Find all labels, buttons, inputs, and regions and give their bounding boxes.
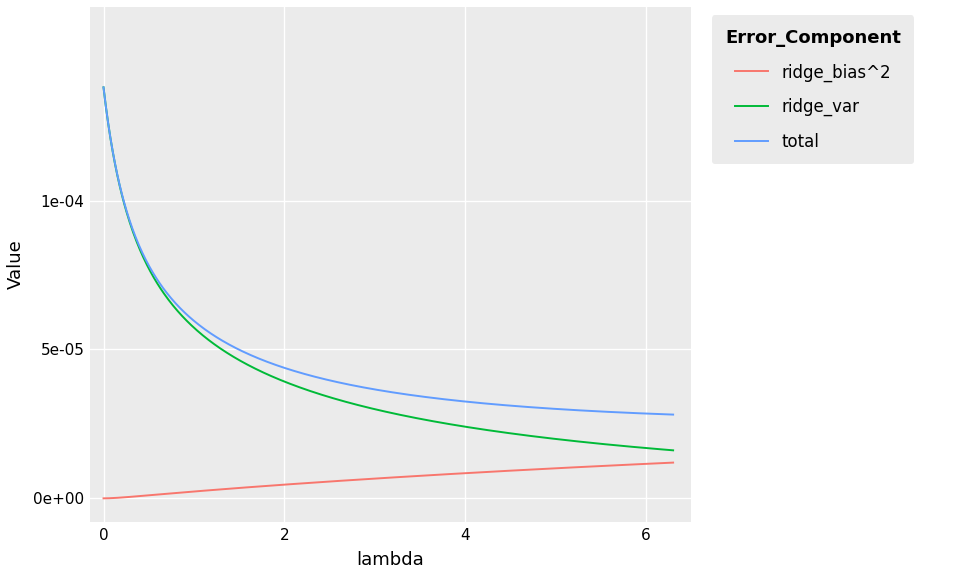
ridge_bias^2 bbox=[406, 473, 418, 480]
total bbox=[406, 392, 418, 399]
ridge_var bbox=[437, 419, 448, 426]
Legend: ridge_bias^2, ridge_var, total: ridge_bias^2, ridge_var, total bbox=[711, 16, 914, 165]
ridge_var bbox=[98, 84, 109, 91]
total bbox=[98, 84, 109, 91]
ridge_var bbox=[667, 447, 679, 454]
total bbox=[654, 411, 665, 418]
ridge_bias^2 bbox=[564, 464, 576, 471]
ridge_bias^2 bbox=[372, 475, 383, 482]
ridge_bias^2 bbox=[667, 459, 679, 466]
Line: ridge_bias^2: ridge_bias^2 bbox=[104, 463, 673, 498]
ridge_var bbox=[406, 414, 418, 420]
total bbox=[372, 386, 383, 393]
ridge_var bbox=[372, 406, 383, 413]
ridge_bias^2 bbox=[654, 460, 665, 467]
ridge_var bbox=[369, 406, 380, 412]
ridge_var bbox=[564, 437, 576, 444]
total bbox=[437, 396, 448, 403]
Line: ridge_var: ridge_var bbox=[104, 88, 673, 450]
Line: total: total bbox=[104, 88, 673, 415]
ridge_var bbox=[654, 446, 665, 453]
X-axis label: lambda: lambda bbox=[357, 551, 424, 569]
ridge_bias^2 bbox=[369, 475, 380, 482]
Y-axis label: Value: Value bbox=[7, 240, 25, 289]
total bbox=[564, 406, 576, 413]
ridge_bias^2 bbox=[437, 471, 448, 478]
total bbox=[369, 386, 380, 393]
ridge_bias^2 bbox=[98, 495, 109, 502]
total bbox=[667, 411, 679, 418]
